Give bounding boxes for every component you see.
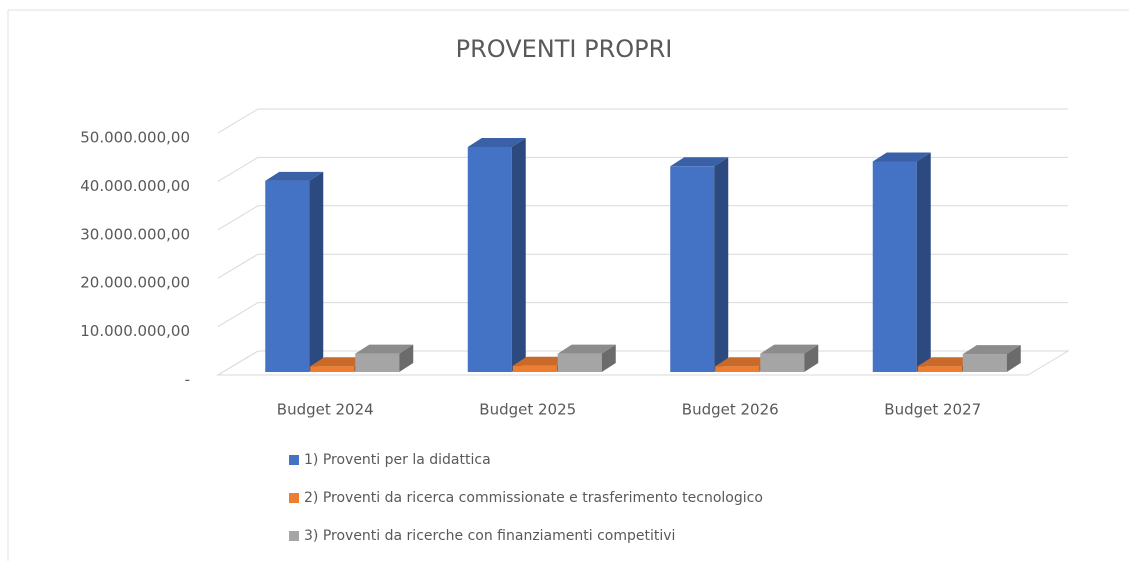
legend-swatch	[289, 531, 299, 541]
legend-label: 3) Proventi da ricerche con finanziament…	[304, 528, 675, 544]
bar-top	[467, 137, 526, 147]
bar-top	[917, 357, 976, 367]
bar-top	[310, 357, 369, 367]
bar	[670, 157, 729, 372]
bar-front	[962, 354, 1007, 372]
bar-front	[310, 366, 355, 372]
bar	[467, 137, 526, 372]
bar	[760, 344, 819, 372]
bar	[962, 345, 1021, 372]
bar-top	[872, 152, 931, 162]
y-tick-label: 10.000.000,00	[80, 322, 190, 340]
bar-side	[1006, 345, 1021, 372]
x-tick-label: Budget 2026	[682, 401, 779, 419]
bar-front	[467, 146, 512, 372]
bar-side	[511, 137, 526, 372]
x-tick-label: Budget 2027	[884, 401, 981, 419]
bar-front	[872, 161, 917, 372]
bar-front	[512, 365, 557, 372]
bar-front	[557, 353, 602, 372]
bar-side	[714, 157, 729, 372]
y-tick-label: 40.000.000,00	[80, 177, 190, 195]
bar	[265, 171, 324, 372]
bar-side	[399, 344, 414, 372]
legend-swatch	[289, 455, 299, 465]
bar-top	[962, 345, 1021, 355]
bar-front	[917, 366, 962, 372]
bar	[872, 152, 931, 372]
bar-side	[804, 344, 819, 372]
bar	[557, 344, 616, 372]
y-tick-label: -	[185, 371, 190, 389]
grid-line	[217, 108, 1068, 134]
grid-line	[217, 253, 1068, 279]
bar-top	[557, 344, 616, 354]
bar-top	[355, 344, 414, 354]
grid-line	[217, 156, 1068, 182]
bar-front	[355, 353, 400, 372]
bar-top	[715, 357, 774, 367]
y-tick-label: 50.000.000,00	[80, 129, 190, 147]
bar-front	[760, 353, 805, 372]
y-tick-label: 30.000.000,00	[80, 225, 190, 243]
grid-line	[217, 302, 1068, 328]
bar-top	[760, 344, 819, 354]
bar-top	[265, 171, 324, 181]
x-tick-label: Budget 2025	[479, 401, 576, 419]
bar	[355, 344, 414, 372]
y-tick-label: 20.000.000,00	[80, 274, 190, 292]
bar-top	[512, 356, 571, 366]
legend-swatch	[289, 493, 299, 503]
chart-title: PROVENTI PROPRI	[456, 35, 673, 63]
x-tick-label: Budget 2024	[277, 401, 374, 419]
bar-side	[916, 152, 931, 372]
bar-side	[601, 344, 616, 372]
grid-line	[217, 205, 1068, 231]
legend-label: 2) Proventi da ricerca commissionate e t…	[304, 490, 763, 506]
bar-front	[715, 366, 760, 372]
bar-front	[265, 180, 310, 372]
legend-label: 1) Proventi per la didattica	[304, 452, 491, 468]
bar-top	[670, 157, 729, 167]
bar-side	[309, 171, 324, 372]
bar-front	[670, 166, 715, 372]
